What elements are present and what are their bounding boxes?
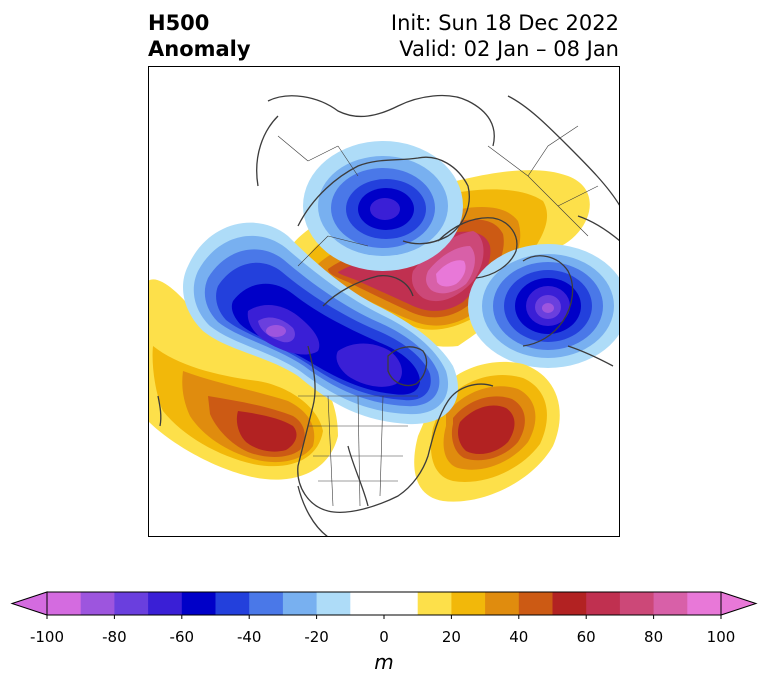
colorbar: -100 -80 -60 -40 -20 0 20 40 60 80 100 m <box>10 591 758 674</box>
colorbar-segment <box>485 592 520 615</box>
colorbar-tick-label: 80 <box>644 628 663 646</box>
colorbar-extend-high <box>720 591 758 616</box>
colorbar-segment <box>215 592 250 615</box>
colorbar-tick-label: 0 <box>379 628 389 646</box>
colorbar-tick-label: 20 <box>442 628 461 646</box>
colorbar-segment <box>282 592 318 615</box>
colorbar-segment <box>687 592 722 615</box>
colorbar-tick-label: 100 <box>707 628 736 646</box>
colorbar-segment <box>316 592 351 615</box>
colorbar-segment <box>80 592 115 615</box>
colorbar-segment <box>552 592 587 615</box>
colorbar-tick-label: -20 <box>304 628 329 646</box>
coastlines <box>157 94 620 537</box>
colorbar-tick-label: 60 <box>577 628 596 646</box>
pacific-ridge <box>148 279 338 480</box>
colorbar-tick-label: -60 <box>170 628 195 646</box>
colorbar-tick-label: -100 <box>30 628 64 646</box>
borders <box>277 125 599 507</box>
colorbar-extend-low <box>10 591 48 616</box>
colorbar-segment <box>619 592 655 615</box>
colorbar-segment <box>47 592 82 615</box>
arctic-low <box>303 141 463 271</box>
anomaly-map <box>148 66 620 537</box>
colorbar-segment <box>181 592 216 615</box>
title-left: H500 Anomaly <box>148 10 251 62</box>
colorbar-tick-label: -40 <box>237 628 262 646</box>
colorbar-segment <box>350 592 419 615</box>
scandinavia-low <box>468 244 620 368</box>
valid-range: Valid: 02 Jan – 08 Jan <box>399 37 619 61</box>
colorbar-unit-label: m <box>374 650 393 674</box>
colorbar-segment <box>148 592 183 615</box>
colorbar-tick-label: -80 <box>102 628 127 646</box>
colorbar-segment <box>114 592 149 615</box>
init-date: Init: Sun 18 Dec 2022 <box>390 11 619 35</box>
colorbar-tick-label: 40 <box>509 628 528 646</box>
title-anomaly: Anomaly <box>148 37 251 61</box>
colorbar-segment <box>249 592 284 615</box>
colorbar-segment <box>518 592 553 615</box>
colorbar-segment <box>586 592 621 615</box>
title-right: Init: Sun 18 Dec 2022 Valid: 02 Jan – 08… <box>391 10 619 62</box>
title-variable: H500 <box>148 11 210 35</box>
colorbar-segment <box>653 592 688 615</box>
colorbar-segment <box>417 592 452 615</box>
colorbar-segment <box>451 592 486 615</box>
